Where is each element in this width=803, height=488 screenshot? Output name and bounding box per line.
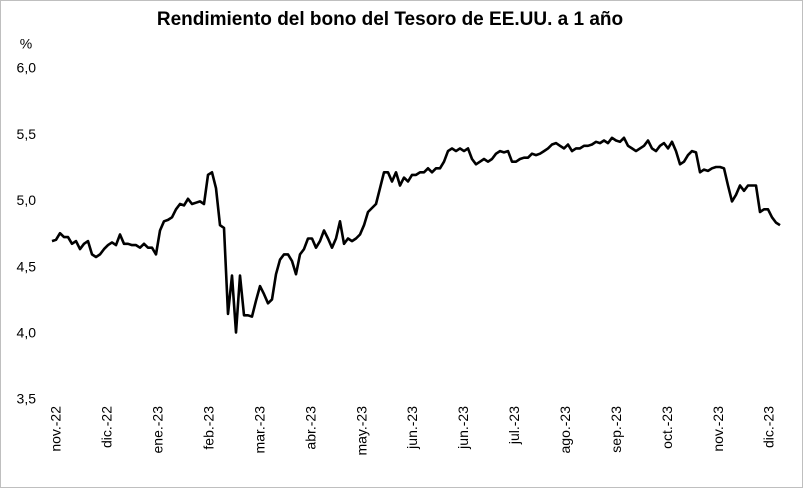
y-tick-label: 5,0 [17, 192, 37, 208]
y-tick-label: 3,5 [17, 391, 37, 407]
x-tick-label: nov.-23 [710, 406, 726, 452]
x-tick-label: may.-23 [353, 406, 369, 456]
x-tick-label: ago.-23 [557, 406, 573, 454]
x-tick-label: jul.-23 [506, 406, 522, 445]
data-line [51, 136, 781, 334]
x-tick-label: oct.-23 [659, 406, 675, 449]
x-tick-label: mar.-23 [251, 406, 267, 454]
y-tick-label: 6,0 [17, 60, 37, 76]
x-tick-label: dic.-22 [99, 406, 115, 448]
x-tick-label: sep.-23 [608, 406, 624, 453]
y-axis-label: % [20, 36, 32, 52]
x-tick-label: ene.-23 [150, 406, 166, 454]
x-tick-label: jun.-23 [404, 406, 420, 450]
y-tick-label: 5,5 [17, 126, 37, 142]
x-tick-label: jun.-23 [455, 406, 471, 450]
chart-title: Rendimiento del bono del Tesoro de EE.UU… [157, 9, 623, 30]
x-tick-label: dic.-23 [761, 406, 777, 448]
y-tick-label: 4,5 [17, 258, 37, 274]
x-tick-label: abr.-23 [302, 406, 318, 450]
x-tick-label: feb.-23 [200, 406, 216, 450]
y-tick-label: 4,0 [17, 325, 37, 341]
x-tick-label: nov.-22 [48, 406, 64, 452]
